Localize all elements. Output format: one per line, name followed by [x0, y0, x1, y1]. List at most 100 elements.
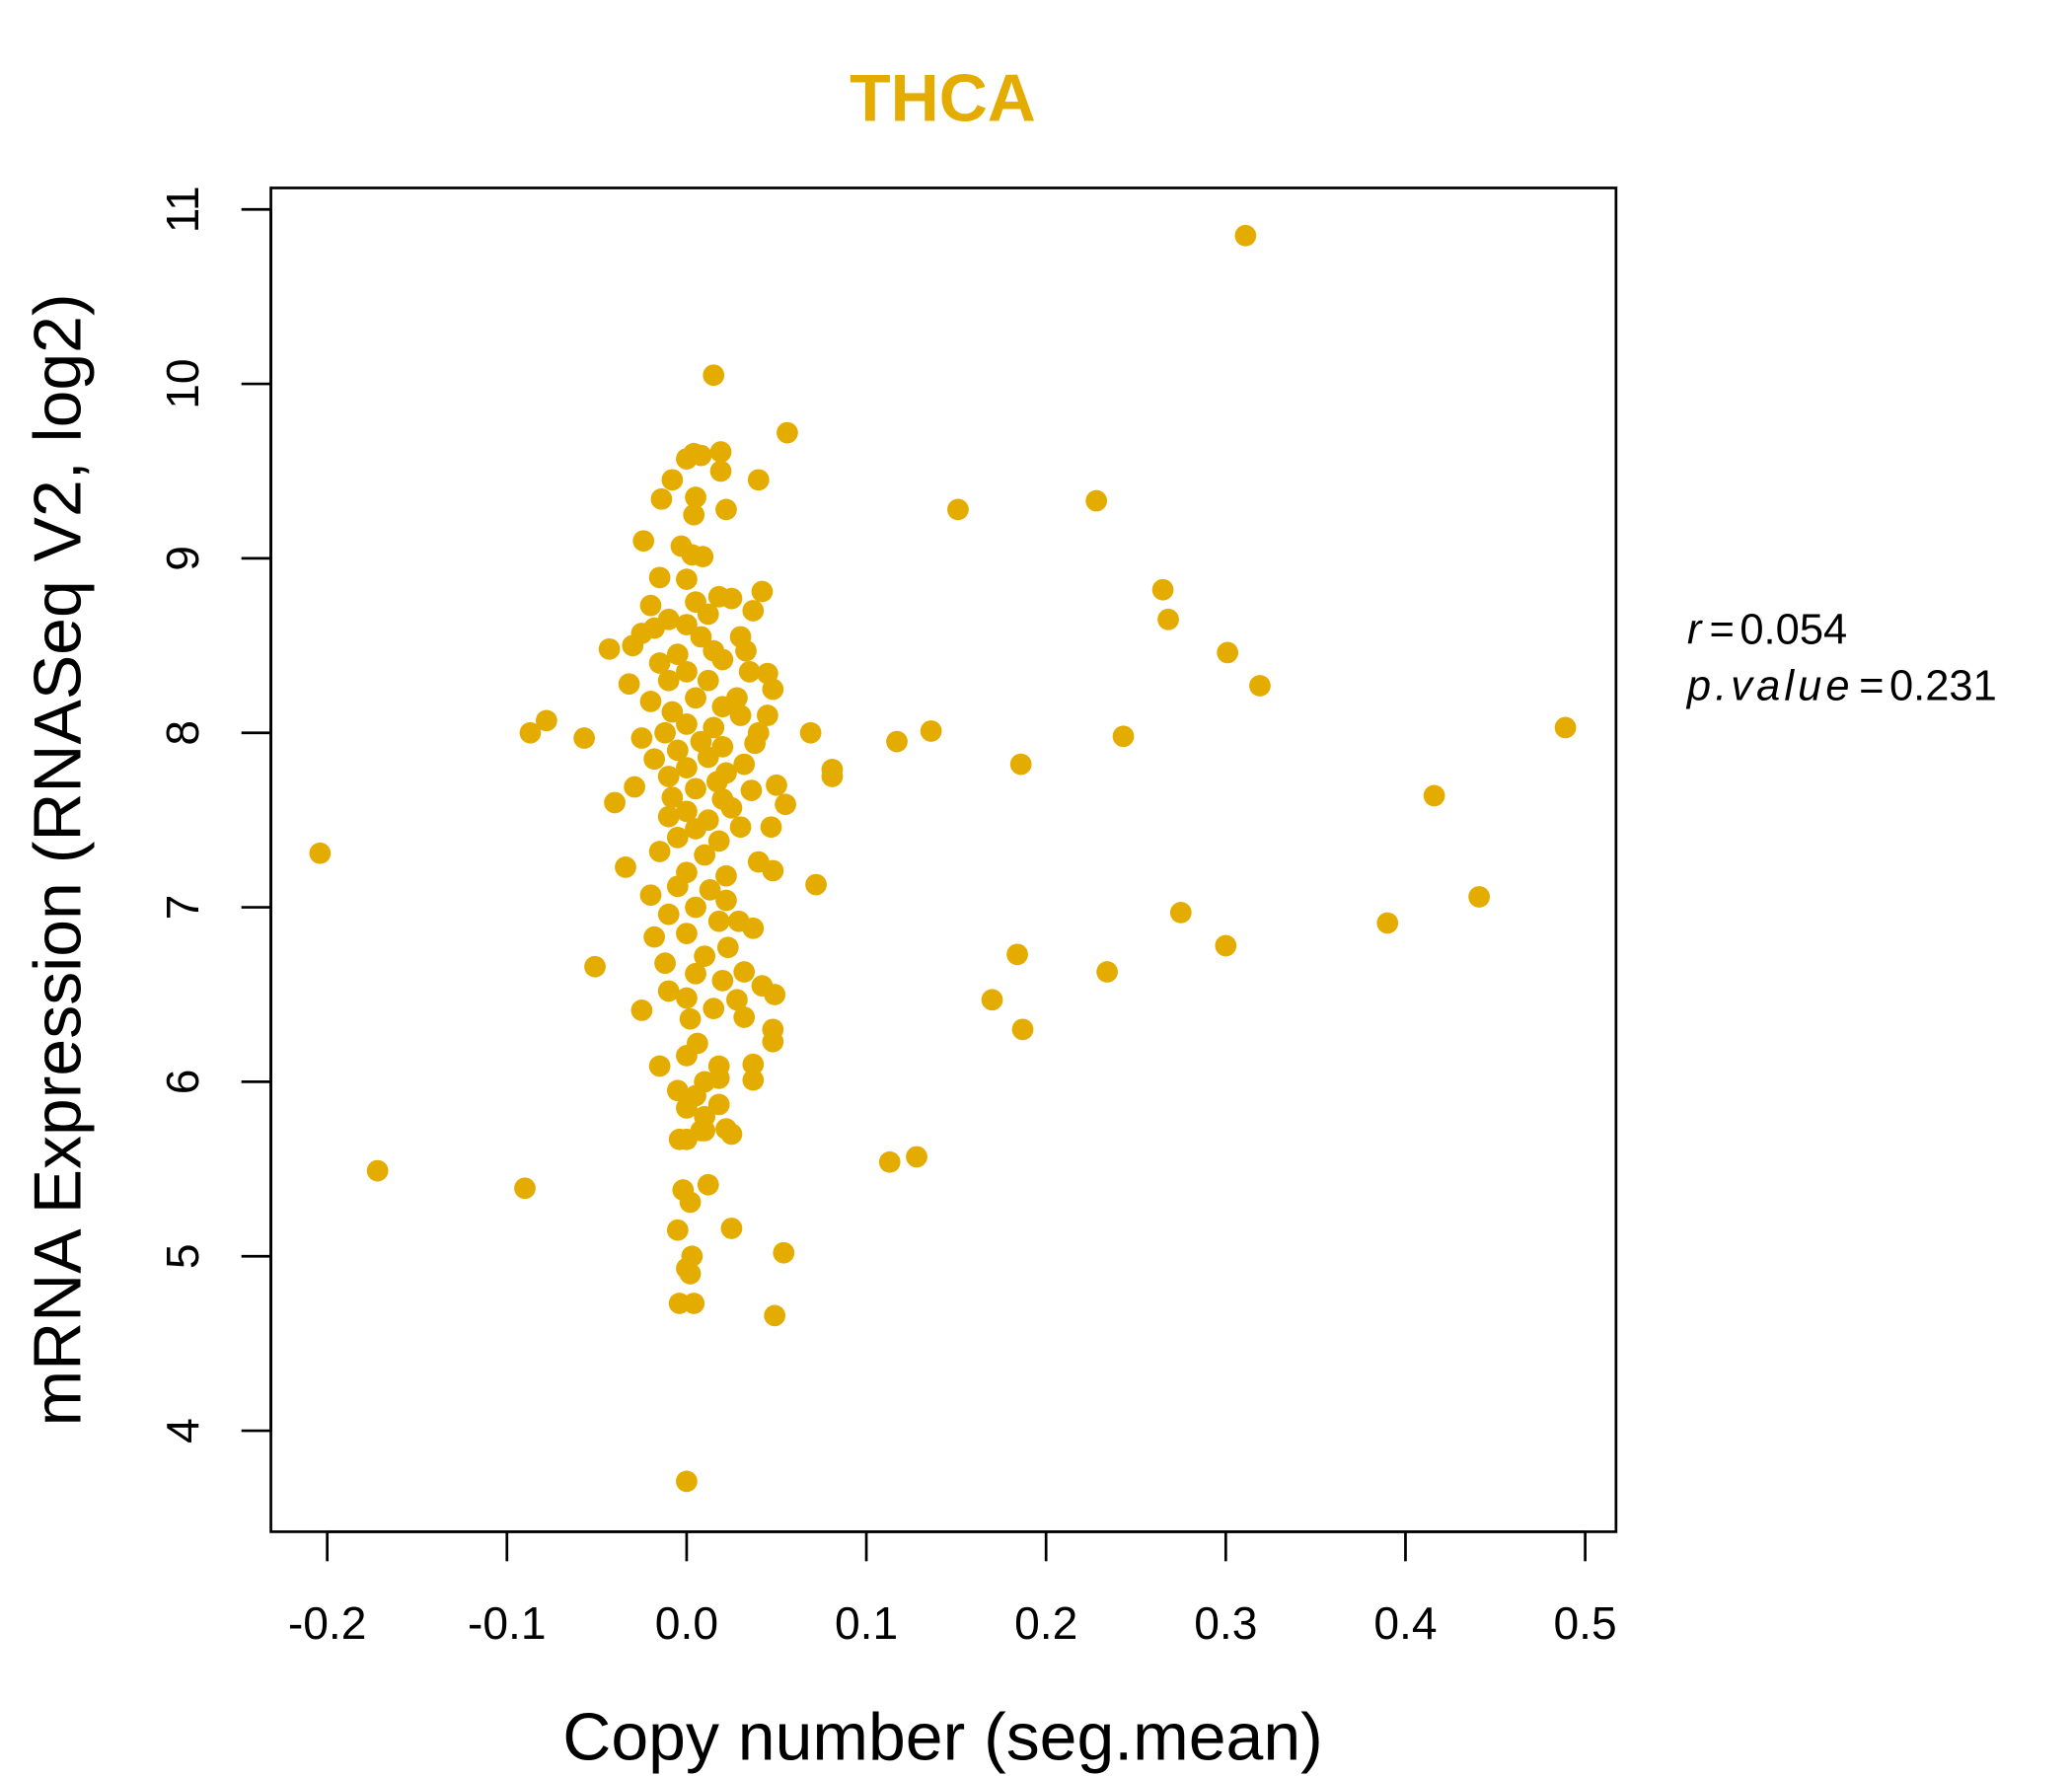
data-point	[706, 771, 728, 793]
data-point	[729, 704, 752, 726]
data-point	[661, 786, 684, 809]
y-tick-label: 11	[157, 185, 208, 233]
data-point	[676, 1470, 698, 1493]
data-point	[690, 444, 712, 467]
data-point	[624, 776, 645, 798]
data-point	[676, 614, 698, 635]
data-point	[676, 713, 698, 735]
data-point	[1006, 943, 1028, 966]
data-point	[720, 1218, 743, 1239]
data-point	[1011, 1018, 1034, 1041]
data-point	[657, 669, 680, 692]
data-point	[679, 1191, 702, 1214]
data-point	[716, 936, 739, 959]
data-point	[639, 594, 662, 617]
data-point	[742, 917, 765, 939]
data-point	[766, 774, 787, 796]
data-point	[676, 1045, 698, 1067]
data-point	[681, 1245, 703, 1268]
data-point	[697, 603, 719, 626]
data-point	[643, 748, 666, 771]
data-point	[1423, 784, 1445, 807]
data-point	[681, 544, 703, 566]
data-point	[676, 987, 698, 1009]
data-point	[762, 678, 784, 701]
data-point	[654, 952, 676, 975]
x-axis: -0.2 -0.1 0.0 0.1 0.2 0.3 0.4 0.5	[288, 1530, 1617, 1649]
data-point	[661, 469, 684, 491]
y-tick-label: 9	[157, 546, 208, 571]
data-point	[535, 709, 557, 732]
y-tick-label: 8	[157, 720, 208, 746]
r-value: 0.054	[1739, 607, 1847, 654]
data-point	[1234, 224, 1257, 247]
data-point	[618, 673, 640, 696]
data-point	[657, 805, 680, 828]
data-point	[720, 796, 743, 819]
x-tick-label: 0.0	[655, 1597, 718, 1649]
data-point	[639, 691, 662, 712]
data-point	[773, 1241, 795, 1264]
data-point	[366, 1159, 389, 1182]
data-point	[690, 1120, 712, 1142]
data-point	[685, 896, 706, 919]
data-point	[697, 1173, 719, 1196]
y-tick-label: 4	[157, 1418, 208, 1443]
x-axis-label: Copy number (seg.mean)	[562, 1699, 1322, 1774]
data-point	[697, 746, 719, 769]
data-point	[676, 923, 698, 944]
data-point	[799, 721, 822, 744]
data-point	[661, 701, 684, 723]
data-point	[632, 530, 655, 553]
data-point	[676, 757, 698, 778]
data-point	[1169, 902, 1192, 924]
data-points	[309, 224, 1577, 1493]
y-axis: 4 5 6 7 8 9 10 11	[157, 185, 272, 1443]
data-point	[744, 732, 767, 755]
data-point	[657, 766, 680, 787]
data-point	[775, 793, 796, 816]
data-point	[703, 998, 725, 1020]
data-point	[1376, 912, 1399, 934]
data-point	[726, 989, 748, 1011]
x-tick-label: 0.1	[835, 1597, 898, 1649]
data-point	[630, 727, 653, 749]
data-point	[1151, 578, 1174, 601]
data-point	[886, 730, 908, 753]
data-point	[1249, 675, 1271, 697]
data-point	[762, 859, 784, 882]
data-point	[1157, 608, 1179, 630]
data-point	[654, 721, 676, 744]
data-point	[742, 1069, 765, 1091]
data-point	[648, 566, 671, 589]
r-label: r	[1687, 607, 1703, 654]
data-point	[666, 1219, 689, 1241]
data-point	[729, 816, 752, 839]
data-point	[690, 626, 712, 648]
data-point	[733, 961, 756, 983]
data-point	[906, 1146, 927, 1168]
data-point	[657, 980, 680, 1002]
data-point	[1554, 716, 1577, 739]
data-point	[720, 587, 743, 610]
data-point	[751, 580, 774, 603]
data-point	[711, 648, 734, 671]
data-point	[676, 568, 698, 590]
x-tick-label: 0.5	[1553, 1597, 1616, 1649]
p-label: p.value	[1685, 663, 1854, 710]
data-point	[666, 875, 689, 898]
data-point	[679, 1007, 702, 1030]
data-point	[757, 704, 778, 726]
data-point	[703, 364, 725, 387]
data-point	[685, 777, 706, 800]
data-point	[715, 864, 737, 887]
data-point	[878, 1150, 901, 1173]
data-point	[805, 873, 827, 896]
data-point	[519, 721, 542, 744]
data-point	[760, 816, 782, 839]
data-point	[1096, 961, 1118, 983]
data-point	[676, 800, 698, 823]
data-point	[738, 660, 761, 683]
data-point	[622, 634, 644, 657]
